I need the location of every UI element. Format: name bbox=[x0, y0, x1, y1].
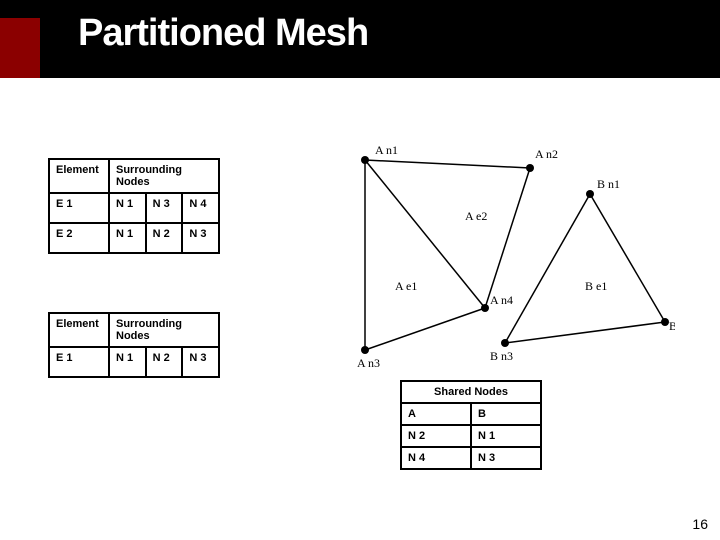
mesh-edge bbox=[485, 168, 530, 308]
mesh-edge bbox=[365, 160, 530, 168]
mesh-node bbox=[526, 164, 534, 172]
accent-bar bbox=[0, 18, 40, 78]
cell-node: N 3 bbox=[146, 193, 183, 223]
mesh-node-label: B n2 bbox=[669, 319, 675, 333]
mesh-node-label: B n3 bbox=[490, 349, 513, 363]
mesh-node bbox=[481, 304, 489, 312]
th-element: Element bbox=[49, 159, 109, 193]
cell-a: N 4 bbox=[401, 447, 471, 469]
cell-node: N 1 bbox=[109, 223, 146, 253]
mesh-edge bbox=[365, 308, 485, 350]
page-number: 16 bbox=[692, 516, 708, 532]
table-row: E 2 N 1 N 2 N 3 bbox=[49, 223, 219, 253]
mesh-edge bbox=[505, 322, 665, 343]
mesh-node bbox=[501, 339, 509, 347]
mesh-node bbox=[661, 318, 669, 326]
table-row: E 1 N 1 N 3 N 4 bbox=[49, 193, 219, 223]
cell-node: N 1 bbox=[109, 347, 146, 377]
mesh-edge bbox=[365, 160, 485, 308]
table-partition-a: Element Surrounding Nodes E 1 N 1 N 3 N … bbox=[48, 158, 220, 254]
mesh-node bbox=[361, 156, 369, 164]
mesh-edge bbox=[505, 194, 590, 343]
cell-node: N 1 bbox=[109, 193, 146, 223]
th-element: Element bbox=[49, 313, 109, 347]
page-title: Partitioned Mesh bbox=[78, 12, 368, 55]
mesh-face-label: B e1 bbox=[585, 279, 607, 293]
cell-node: N 3 bbox=[182, 223, 219, 253]
cell-element: E 1 bbox=[49, 347, 109, 377]
th-b: B bbox=[471, 403, 541, 425]
mesh-node-label: B n1 bbox=[597, 177, 620, 191]
cell-b: N 1 bbox=[471, 425, 541, 447]
th-surrounding: Surrounding Nodes bbox=[109, 159, 219, 193]
th-caption: Shared Nodes bbox=[401, 381, 541, 403]
mesh-node bbox=[361, 346, 369, 354]
cell-node: N 2 bbox=[146, 223, 183, 253]
mesh-face-label: A e2 bbox=[465, 209, 487, 223]
th-surrounding: Surrounding Nodes bbox=[109, 313, 219, 347]
table-row: E 1 N 1 N 2 N 3 bbox=[49, 347, 219, 377]
cell-node: N 4 bbox=[182, 193, 219, 223]
mesh-face-label: A e1 bbox=[395, 279, 417, 293]
mesh-node-label: A n3 bbox=[357, 356, 380, 370]
table-row: N 2 N 1 bbox=[401, 425, 541, 447]
mesh-node bbox=[586, 190, 594, 198]
cell-node: N 2 bbox=[146, 347, 183, 377]
cell-element: E 2 bbox=[49, 223, 109, 253]
table-row: N 4 N 3 bbox=[401, 447, 541, 469]
mesh-node-label: A n1 bbox=[375, 143, 398, 157]
table-partition-b: Element Surrounding Nodes E 1 N 1 N 2 N … bbox=[48, 312, 220, 378]
mesh-diagram: A n1 A n2 A n3 A n4 B n1 B n2 B n3 A e2 A e1 B e1 bbox=[295, 130, 675, 370]
mesh-edge bbox=[590, 194, 665, 322]
table-shared-nodes: Shared Nodes A B N 2 N 1 N 4 N 3 bbox=[400, 380, 542, 470]
cell-node: N 3 bbox=[182, 347, 219, 377]
cell-element: E 1 bbox=[49, 193, 109, 223]
mesh-node-label: A n2 bbox=[535, 147, 558, 161]
mesh-node-label: A n4 bbox=[490, 293, 513, 307]
cell-b: N 3 bbox=[471, 447, 541, 469]
cell-a: N 2 bbox=[401, 425, 471, 447]
th-a: A bbox=[401, 403, 471, 425]
